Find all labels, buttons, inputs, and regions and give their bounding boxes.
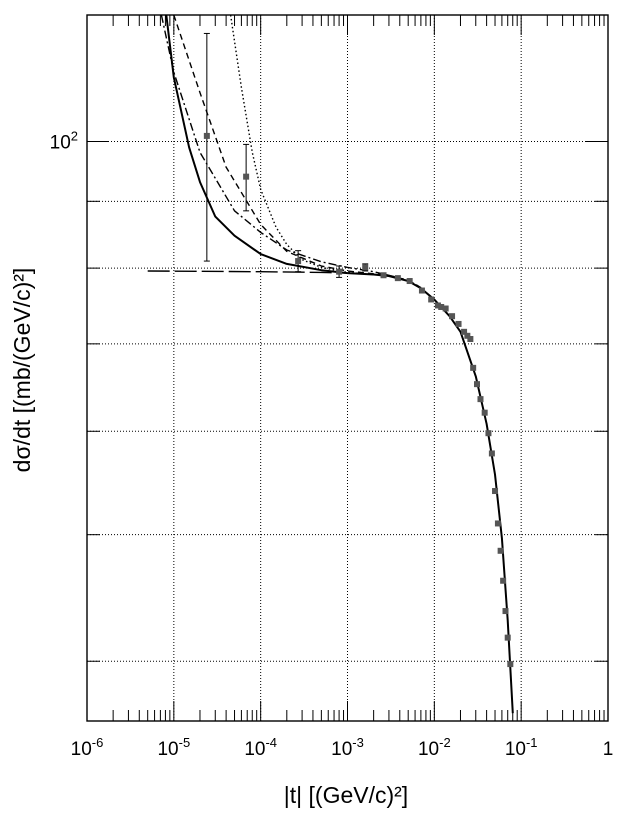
- x-axis-title: |t| [(GeV/c)²]: [284, 782, 408, 808]
- x-tick-label: 1: [603, 739, 614, 760]
- x-tick-label: 10-6: [71, 735, 104, 760]
- data-point: [418, 287, 425, 294]
- data-point: [406, 278, 413, 285]
- data-point: [449, 313, 456, 320]
- data-point: [481, 409, 488, 416]
- y-tick-label: 102: [50, 129, 78, 154]
- x-tick-label: 10-1: [505, 735, 538, 760]
- x-tick-label: 10-4: [244, 735, 277, 760]
- series-lines: [147, 15, 514, 714]
- data-point: [497, 547, 504, 554]
- data-point: [380, 272, 387, 279]
- series-line-dotted: [229, 15, 389, 276]
- series-line-solid: [165, 15, 514, 714]
- data-point: [243, 173, 250, 180]
- data-point: [438, 303, 445, 310]
- data-point: [500, 577, 507, 584]
- data-point: [485, 430, 492, 437]
- data-point: [488, 450, 495, 457]
- x-tick-label: 10-3: [331, 735, 364, 760]
- data-point: [502, 608, 509, 615]
- data-point: [473, 381, 480, 388]
- data-point: [467, 336, 474, 343]
- y-axis-title: dσ/dt [(mb/(GeV/c)²]: [9, 268, 35, 473]
- series-line-dashed: [173, 15, 422, 289]
- data-point: [455, 320, 462, 327]
- data-point: [428, 296, 435, 303]
- data-point: [494, 520, 501, 527]
- grid-lines: [87, 15, 608, 721]
- data-point: [464, 332, 471, 339]
- x-tick-label: 10-5: [157, 735, 190, 760]
- y-tick-labels: 102: [50, 129, 78, 154]
- data-point: [461, 328, 468, 335]
- data-points: [203, 32, 514, 668]
- data-point: [434, 302, 441, 309]
- data-point: [295, 258, 302, 265]
- data-point: [442, 305, 449, 312]
- data-point: [477, 396, 484, 403]
- data-point: [336, 268, 343, 275]
- x-tick-label: 10-2: [418, 735, 451, 760]
- data-point: [504, 634, 511, 641]
- x-tick-labels: 10-6 10-5 10-4 10-3 10-2 10-1 1: [71, 735, 614, 760]
- data-point: [203, 132, 210, 139]
- series-line-dash-dot: [160, 15, 422, 289]
- data-point: [470, 364, 477, 371]
- series-line-long-dash: [147, 270, 389, 276]
- data-point: [507, 661, 514, 668]
- data-point: [394, 275, 401, 282]
- data-point: [492, 488, 499, 495]
- plot-frame: [86, 14, 609, 722]
- data-point: [362, 264, 369, 271]
